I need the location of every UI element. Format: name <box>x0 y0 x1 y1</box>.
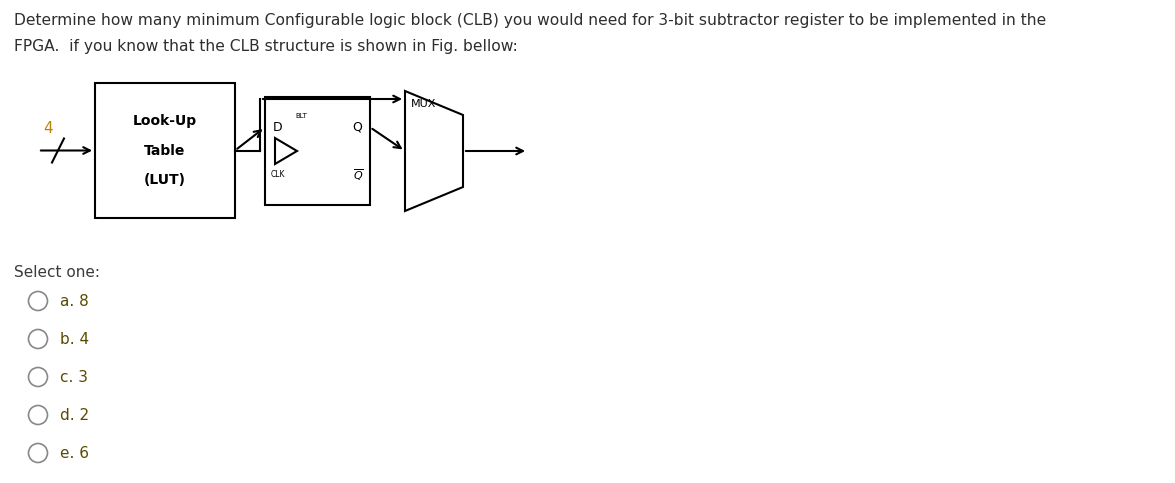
Text: a. 8: a. 8 <box>60 294 89 309</box>
Text: c. 3: c. 3 <box>60 369 88 384</box>
Text: e. 6: e. 6 <box>60 445 89 460</box>
Text: $\overline{Q}$: $\overline{Q}$ <box>354 167 364 183</box>
Text: CLK: CLK <box>271 170 286 179</box>
Circle shape <box>28 368 47 386</box>
Polygon shape <box>405 91 463 211</box>
Circle shape <box>28 329 47 349</box>
Text: Q: Q <box>352 121 362 134</box>
Text: b. 4: b. 4 <box>60 331 89 346</box>
Circle shape <box>28 443 47 463</box>
Text: BLT: BLT <box>295 113 307 119</box>
Text: (LUT): (LUT) <box>145 173 186 187</box>
Bar <box>95 83 235 218</box>
Text: MUX: MUX <box>411 99 436 109</box>
Text: Look-Up: Look-Up <box>133 114 197 128</box>
Bar <box>266 97 370 205</box>
Text: Select one:: Select one: <box>14 265 100 280</box>
Text: FPGA.  if you know that the CLB structure is shown in Fig. bellow:: FPGA. if you know that the CLB structure… <box>14 39 518 54</box>
Text: 4: 4 <box>43 121 53 136</box>
Circle shape <box>28 406 47 425</box>
Text: D: D <box>273 121 283 134</box>
Circle shape <box>28 292 47 311</box>
Text: Determine how many minimum Configurable logic block (CLB) you would need for 3-b: Determine how many minimum Configurable … <box>14 13 1046 28</box>
Text: Table: Table <box>145 143 186 157</box>
Text: d. 2: d. 2 <box>60 408 89 423</box>
Polygon shape <box>275 138 297 164</box>
